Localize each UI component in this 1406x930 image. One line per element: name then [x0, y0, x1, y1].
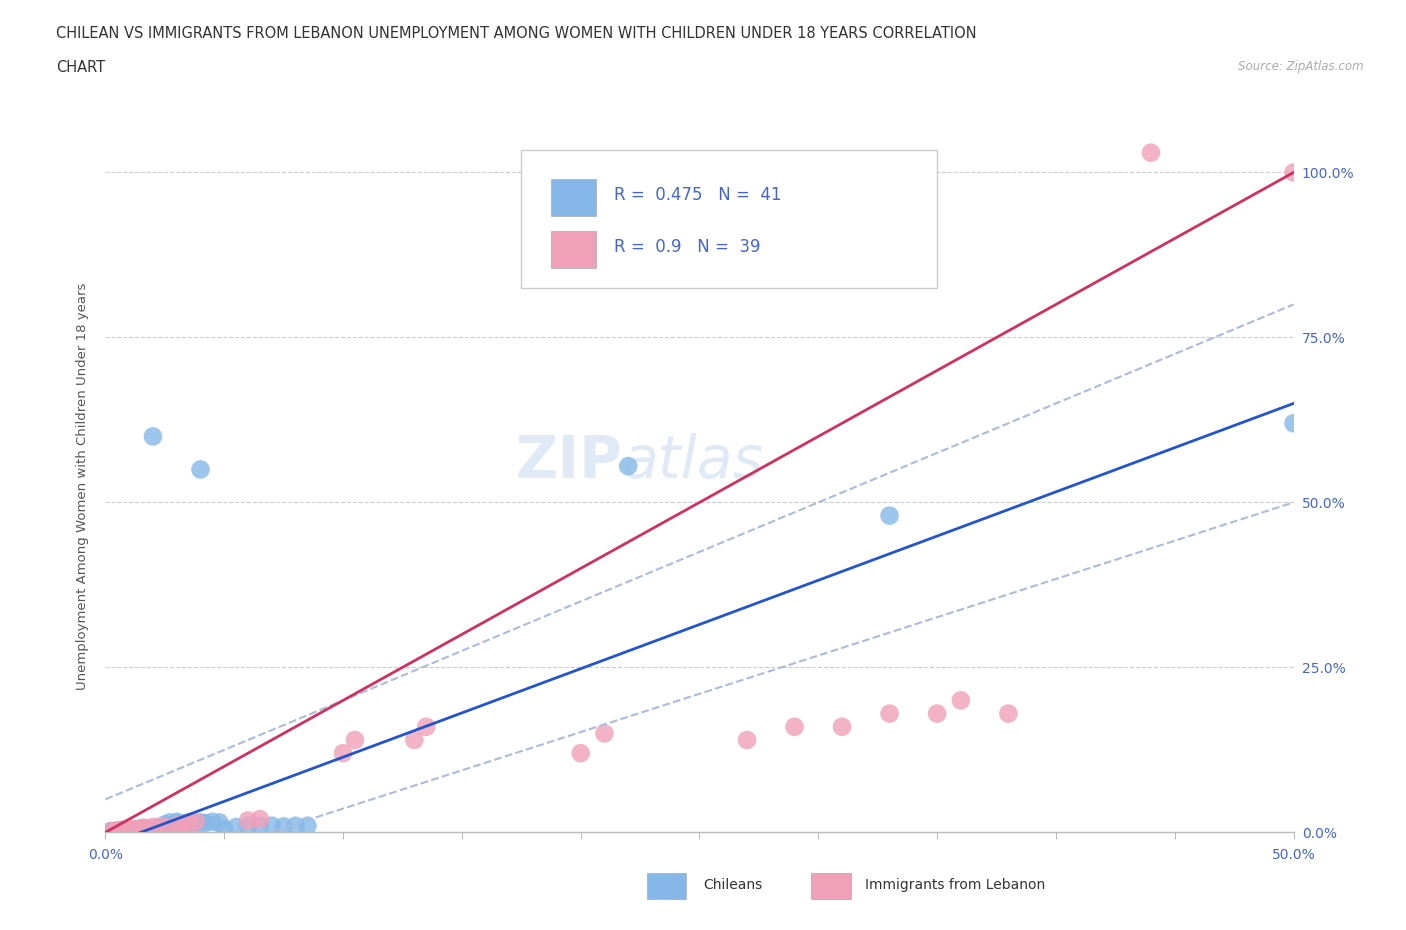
Y-axis label: Unemployment Among Women with Children Under 18 years: Unemployment Among Women with Children U…	[76, 282, 90, 690]
Point	[115, 824, 138, 839]
Point	[201, 815, 224, 830]
Point	[122, 824, 145, 839]
Point	[1282, 416, 1305, 431]
Text: R =  0.9   N =  39: R = 0.9 N = 39	[614, 238, 761, 256]
Point	[159, 815, 181, 830]
Point	[184, 815, 207, 830]
Point	[98, 824, 121, 839]
Text: R =  0.475   N =  41: R = 0.475 N = 41	[614, 186, 782, 204]
Point	[249, 812, 271, 827]
Point	[332, 746, 354, 761]
Point	[1282, 165, 1305, 179]
Point	[135, 821, 157, 836]
Point	[177, 816, 200, 830]
Point	[343, 733, 366, 748]
Point	[831, 719, 853, 734]
Point	[114, 823, 136, 838]
Point	[101, 824, 124, 839]
Point	[125, 822, 148, 837]
Text: CHILEAN VS IMMIGRANTS FROM LEBANON UNEMPLOYMENT AMONG WOMEN WITH CHILDREN UNDER : CHILEAN VS IMMIGRANTS FROM LEBANON UNEMP…	[56, 26, 977, 41]
Point	[129, 821, 152, 836]
Point	[735, 733, 758, 748]
Point	[104, 824, 127, 839]
Point	[114, 823, 136, 838]
Point	[121, 823, 143, 838]
Point	[146, 821, 169, 836]
Point	[949, 693, 972, 708]
Point	[1140, 145, 1163, 160]
Point	[783, 719, 806, 734]
Point	[153, 819, 176, 834]
Point	[128, 821, 150, 836]
Point	[236, 813, 259, 828]
Point	[297, 818, 319, 833]
FancyBboxPatch shape	[522, 150, 936, 288]
Text: Source: ZipAtlas.com: Source: ZipAtlas.com	[1239, 60, 1364, 73]
Text: Chileans: Chileans	[703, 878, 762, 893]
Text: Immigrants from Lebanon: Immigrants from Lebanon	[865, 878, 1045, 893]
Point	[129, 823, 152, 838]
Point	[925, 706, 948, 721]
Point	[142, 429, 165, 444]
Point	[118, 822, 141, 837]
Point	[105, 823, 128, 838]
Point	[166, 815, 188, 830]
Point	[132, 820, 155, 835]
FancyBboxPatch shape	[551, 179, 596, 216]
Point	[149, 821, 172, 836]
Point	[115, 824, 138, 839]
Point	[190, 815, 212, 830]
Point	[101, 824, 124, 839]
Point	[194, 816, 217, 830]
Point	[249, 818, 271, 833]
Point	[415, 719, 437, 734]
Text: atlas: atlas	[623, 433, 763, 490]
Point	[214, 821, 236, 836]
Point	[208, 815, 231, 830]
Point	[135, 822, 157, 837]
Point	[125, 822, 148, 837]
Point	[121, 823, 143, 838]
Point	[170, 816, 193, 830]
Point	[132, 821, 155, 836]
Point	[879, 508, 901, 523]
Point	[170, 817, 193, 831]
Point	[108, 824, 131, 839]
Point	[142, 819, 165, 834]
Point	[183, 817, 205, 831]
Point	[122, 821, 145, 836]
Point	[225, 819, 247, 834]
Point	[997, 706, 1019, 721]
Point	[617, 458, 640, 473]
Point	[146, 819, 169, 834]
Point	[284, 818, 307, 833]
Point	[111, 824, 134, 839]
Point	[879, 706, 901, 721]
Text: ZIP: ZIP	[516, 433, 623, 490]
Point	[177, 815, 200, 830]
Point	[111, 822, 134, 837]
Text: CHART: CHART	[56, 60, 105, 75]
Point	[118, 824, 141, 839]
Point	[190, 462, 212, 477]
Point	[153, 817, 176, 831]
Point	[166, 818, 188, 833]
Point	[404, 733, 426, 748]
Point	[108, 823, 131, 838]
Point	[593, 726, 616, 741]
FancyBboxPatch shape	[551, 232, 596, 268]
Point	[569, 746, 592, 761]
Point	[142, 821, 165, 836]
Point	[273, 819, 295, 834]
Point	[260, 818, 283, 833]
Point	[236, 818, 259, 833]
Point	[105, 824, 128, 839]
Point	[104, 824, 127, 839]
